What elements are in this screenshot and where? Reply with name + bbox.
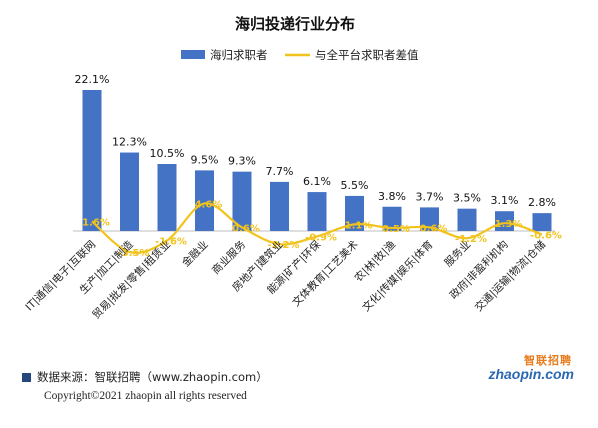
diff-label-3: 4.6% <box>195 199 223 210</box>
bar-label-1: 12.3% <box>112 136 147 149</box>
diff-label-2: -1.6% <box>155 237 187 248</box>
diff-label-0: 1.6% <box>82 217 110 228</box>
chart: 海归投递行业分布 海归求职者 与全平台求职者差值 22.1% 12.3%10.5%… <box>23 15 562 321</box>
bar-0 <box>82 90 102 231</box>
bar-label-12: 2.8% <box>528 196 556 209</box>
bar-value-labels: 22.1% 12.3%10.5% 9.5% 9.3% 7.7% 6.1% 5.5% 3.8% 3… <box>75 73 556 209</box>
diff-label-5: -2.2% <box>268 240 300 251</box>
category-label-4: 商业服务 <box>209 238 248 277</box>
bar-2 <box>157 164 177 231</box>
zhaopin-logo: 智联招聘 zhaopin.com <box>482 352 582 388</box>
data-source-text: 数据来源：智联招聘（www.zhaopin.com） <box>37 370 268 384</box>
bar-label-5: 7.7% <box>266 165 294 178</box>
category-label-7: 文体教育|工艺美术 <box>290 238 361 309</box>
bar-series <box>82 90 552 231</box>
bar-6 <box>307 192 327 231</box>
diff-label-4: 0.6% <box>232 223 260 234</box>
bar-5 <box>270 181 289 231</box>
bar-11 <box>495 211 514 231</box>
chart-title: 海归投递行业分布 <box>235 15 355 33</box>
source-square-icon <box>22 372 31 382</box>
legend-bar-swatch <box>181 50 205 59</box>
bar-12 <box>532 213 552 231</box>
diff-label-8: 0.5% <box>382 224 410 235</box>
diff-label-9: 0.6% <box>420 223 448 234</box>
diff-label-10: -1.2% <box>455 234 487 245</box>
bar-10 <box>457 208 477 231</box>
bar-label-9: 3.7% <box>416 190 444 203</box>
bar-label-3: 9.5% <box>191 153 219 166</box>
bar-label-4: 9.3% <box>228 155 256 168</box>
bar-4 <box>232 171 252 231</box>
logo-cn: 智联招聘 <box>524 354 572 367</box>
category-label-0: IT|通信|电子|互联网 <box>23 238 98 313</box>
category-label-12: 交通|运输|物流|仓储 <box>472 238 548 314</box>
bar-9 <box>420 207 439 231</box>
bar-3 <box>195 170 214 231</box>
diff-label-1: -3.5% <box>118 248 150 259</box>
bar-label-11: 3.1% <box>491 194 519 207</box>
legend: 海归求职者 与全平台求职者差值 <box>181 48 419 62</box>
diff-label-12: -0.6% <box>530 231 562 242</box>
diff-value-labels: 1.6% -3.5% -1.6% 4.6% 0.6% -2.2% -0.9% 1.1% 0.5%… <box>82 199 562 259</box>
diff-label-6: -0.9% <box>305 232 337 243</box>
bar-1 <box>120 152 139 231</box>
bar-label-7: 5.5% <box>341 179 369 192</box>
bar-label-8: 3.8% <box>378 190 406 203</box>
diff-line <box>91 202 543 254</box>
logo-en: zhaopin.com <box>488 366 574 382</box>
bar-label-2: 10.5% <box>150 147 185 160</box>
bar-label-10: 3.5% <box>453 192 481 205</box>
bar-7 <box>345 195 364 231</box>
legend-line-label: 与全平台求职者差值 <box>315 48 419 62</box>
diff-label-11: 1.3% <box>495 219 523 230</box>
category-label-9: 文化|传媒|娱乐|体育 <box>360 238 436 314</box>
diff-label-7: 1.1% <box>345 220 373 231</box>
data-source: 数据来源：智联招聘（www.zhaopin.com） <box>22 369 268 385</box>
bar-label-6: 6.1% <box>303 175 331 188</box>
copyright: Copyright©2021 zhaopin all rights reserv… <box>44 390 247 402</box>
bar-8 <box>382 206 402 231</box>
bar-label-0: 22.1% <box>75 73 110 86</box>
legend-bar-label: 海归求职者 <box>210 48 268 62</box>
